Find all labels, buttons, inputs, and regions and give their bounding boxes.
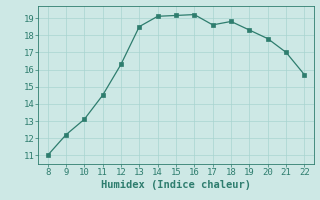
X-axis label: Humidex (Indice chaleur): Humidex (Indice chaleur)	[101, 180, 251, 190]
